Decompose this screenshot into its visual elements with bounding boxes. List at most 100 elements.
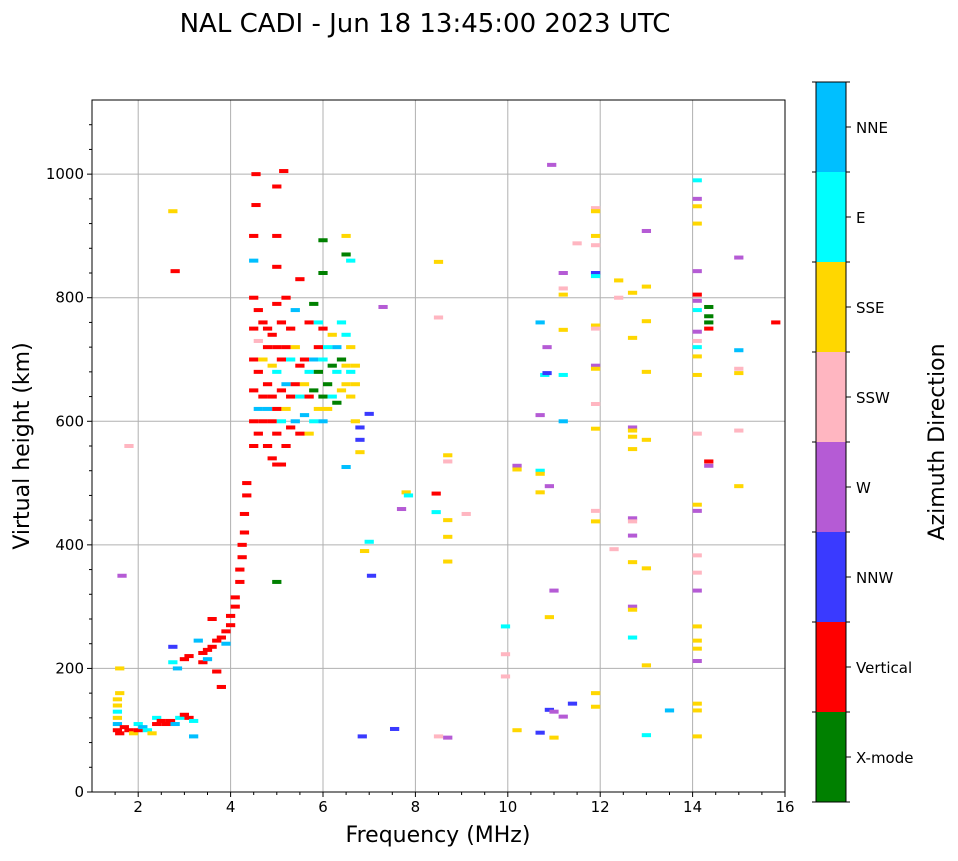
data-point-sse (341, 363, 351, 368)
data-point-e (641, 733, 652, 738)
data-point-x-mode (327, 363, 337, 368)
data-point-nnw (389, 726, 400, 731)
data-point-e (627, 635, 638, 640)
data-point-vertical (237, 542, 247, 547)
data-point-w (558, 271, 568, 275)
y-tick-label: 600 (55, 412, 84, 430)
data-point-sse (627, 428, 638, 433)
data-point-sse (535, 490, 545, 495)
data-point-vertical (262, 326, 273, 331)
data-point-nnw (542, 371, 552, 376)
data-point-nne (172, 666, 183, 671)
data-point-sse (627, 290, 638, 295)
data-point-sse (433, 259, 444, 264)
data-point-nnw (590, 271, 601, 275)
data-point-e (313, 320, 323, 325)
data-point-w (512, 463, 522, 468)
data-point-sse (350, 363, 360, 368)
data-point-e (431, 510, 441, 515)
colorbar-tick-label: SSE (856, 299, 885, 317)
data-point-sse (401, 490, 411, 495)
data-point-nne (249, 258, 259, 263)
data-point-nne (262, 406, 273, 411)
data-point-w (117, 573, 127, 578)
data-point-e (175, 715, 185, 720)
data-point-x-mode (318, 271, 328, 275)
data-point-e (336, 320, 347, 325)
data-point-vertical (249, 419, 259, 424)
data-point-ssw (692, 338, 702, 343)
data-point-vertical (279, 169, 289, 174)
data-point-sse (535, 471, 545, 476)
colorbar-segment (816, 532, 846, 622)
data-point-vertical (249, 326, 259, 331)
data-point-vertical (258, 394, 268, 399)
data-point-vertical (304, 394, 314, 399)
data-point-sse (590, 233, 601, 238)
data-point-nnw (535, 730, 545, 735)
data-point-w (549, 709, 559, 714)
data-point-sse (115, 666, 125, 671)
data-point-e (276, 419, 287, 424)
data-point-e (332, 369, 342, 374)
data-point-nne (290, 419, 300, 424)
data-point-vertical (704, 459, 714, 464)
data-point-sse (692, 354, 702, 359)
data-point-vertical (207, 644, 217, 649)
data-point-nne (664, 708, 675, 713)
data-point-vertical (272, 264, 282, 269)
data-point-vertical (267, 456, 277, 461)
data-point-ssw (443, 459, 453, 464)
data-point-sse (558, 327, 568, 332)
data-point-vertical (170, 269, 180, 274)
data-point-sse (258, 357, 268, 362)
data-point-sse (327, 332, 337, 337)
data-point-w (692, 269, 702, 274)
data-point-sse (281, 406, 291, 411)
data-point-e (403, 493, 414, 498)
data-point-vertical (235, 579, 245, 584)
data-point-vertical (295, 277, 305, 282)
data-point-sse (359, 549, 370, 554)
data-point-nne (290, 308, 300, 313)
y-axis-ticks: 0 200 400 600 800 1000 (46, 124, 92, 801)
data-point-sse (692, 204, 702, 209)
data-point-vertical (239, 530, 250, 535)
data-point-nne (341, 465, 351, 470)
data-point-ssw (572, 241, 582, 246)
x-tick-label: 8 (411, 798, 421, 816)
data-point-sse (115, 691, 125, 696)
data-point-x-mode (332, 400, 342, 405)
data-point-e (692, 345, 702, 350)
data-point-vertical (272, 233, 282, 238)
colorbar-tick-label: W (856, 479, 871, 497)
data-point-w (547, 162, 557, 167)
data-point-w (692, 298, 702, 303)
data-point-vertical (253, 308, 263, 313)
data-point-sse (627, 607, 638, 612)
colorbar-segment (816, 352, 846, 442)
data-point-vertical (239, 511, 250, 516)
data-point-sse (346, 394, 356, 399)
data-point-sse (692, 221, 702, 226)
data-point-x-mode (323, 382, 333, 387)
x-tick-label: 16 (775, 798, 794, 816)
data-point-sse (692, 638, 702, 643)
data-point-vertical (225, 613, 236, 618)
data-point-w (535, 413, 545, 418)
data-point-ssw (734, 428, 744, 433)
colorbar: X-mode Vertical NNW W SSW SSE E NNE (812, 81, 913, 803)
data-point-sse (443, 518, 453, 523)
data-point-ssw (590, 206, 601, 211)
data-point-x-mode (313, 369, 323, 374)
data-point-nne (299, 413, 310, 418)
data-point-sse (341, 382, 351, 387)
data-point-nne (281, 382, 291, 387)
colorbar-tick-label: E (856, 209, 865, 227)
data-point-sse (147, 731, 157, 736)
data-point-sse (641, 437, 652, 442)
data-point-w (627, 425, 638, 430)
data-point-vertical (281, 295, 291, 300)
data-point-vertical (112, 728, 123, 733)
data-point-ssw (692, 570, 702, 575)
